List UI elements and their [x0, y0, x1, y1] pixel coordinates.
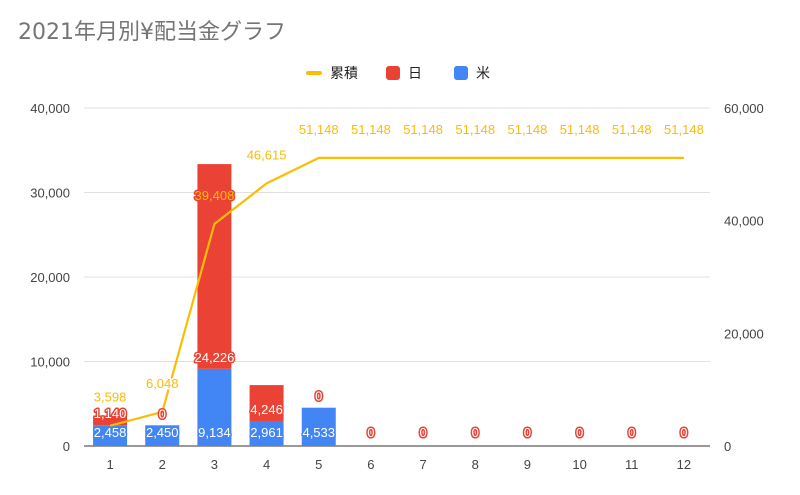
data-label-us: 0: [680, 425, 687, 440]
data-label-cumulative: 51,148: [455, 122, 495, 137]
data-label-us: 0: [472, 425, 479, 440]
left-tick-label: 0: [63, 439, 70, 454]
legend-box-swatch: [454, 66, 468, 80]
chart-title: 2021年月別¥配当金グラフ: [18, 20, 286, 45]
data-label-us: 4,533: [302, 425, 335, 440]
right-tick-label: 0: [724, 439, 731, 454]
bar-japan: [249, 385, 284, 421]
data-label-us: 0: [524, 425, 531, 440]
x-tick-label: 1: [106, 457, 113, 472]
bar-us: [197, 368, 232, 446]
data-label-cumulative: 51,148: [664, 122, 704, 137]
legend-label-japan: 日: [408, 66, 422, 82]
legend-line-swatch: [306, 71, 322, 75]
data-label-us: 2,458: [94, 425, 127, 440]
data-label-cumulative: 6,048: [146, 376, 179, 391]
data-label-cumulative: 51,148: [351, 122, 391, 137]
x-tick-label: 9: [524, 457, 531, 472]
bar-us: [301, 407, 336, 446]
data-label-cumulative: 46,615: [247, 147, 287, 162]
x-tick-label: 4: [263, 457, 270, 472]
data-label-us: 0: [367, 425, 374, 440]
left-tick-label: 20,000: [30, 270, 70, 285]
data-label-cumulative: 51,148: [560, 122, 600, 137]
x-tick-label: 6: [367, 457, 374, 472]
x-tick-label: 2: [159, 457, 166, 472]
legend-box-swatch: [386, 66, 400, 80]
cumulative-line: [109, 156, 684, 427]
data-label-japan: 24,226: [195, 350, 235, 365]
data-label-cumulative: 51,148: [508, 122, 548, 137]
left-tick-label: 30,000: [30, 186, 70, 201]
data-label-cumulative: 3,598: [94, 390, 127, 405]
x-tick-label: 10: [572, 457, 586, 472]
data-label-us: 0: [419, 425, 426, 440]
data-label-cumulative: 51,148: [612, 122, 652, 137]
legend-item-us[interactable]: 米: [454, 63, 490, 83]
bar-us: [145, 425, 180, 446]
x-tick-label: 5: [315, 457, 322, 472]
x-tick-label: 11: [625, 457, 639, 472]
data-label-japan: 0: [159, 406, 166, 421]
right-tick-label: 20,000: [724, 326, 764, 341]
bar-us: [93, 425, 128, 446]
data-label-us: 0: [576, 425, 583, 440]
x-tick-label: 12: [677, 457, 691, 472]
data-label-us: 2,961: [250, 425, 283, 440]
right-tick-label: 40,000: [724, 214, 764, 229]
legend: 累積 日 米: [0, 63, 800, 85]
legend-item-japan[interactable]: 日: [386, 63, 422, 83]
bar-us: [249, 420, 284, 446]
data-label-japan: 1,140: [94, 406, 127, 421]
data-label-japan: 0: [315, 389, 322, 404]
legend-item-cumulative[interactable]: 累積: [306, 63, 358, 83]
left-tick-label: 40,000: [30, 101, 70, 116]
data-label-cumulative: 39,408: [195, 188, 235, 203]
bar-japan: [93, 415, 128, 426]
legend-label-us: 米: [476, 66, 490, 82]
x-tick-label: 3: [211, 457, 218, 472]
data-label-cumulative: 51,148: [403, 122, 443, 137]
x-tick-label: 8: [472, 457, 479, 472]
data-label-us: 9,134: [198, 425, 231, 440]
x-tick-label: 7: [419, 457, 426, 472]
data-label-japan: 4,246: [250, 402, 283, 417]
data-label-us: 0: [628, 425, 635, 440]
right-tick-label: 60,000: [724, 101, 764, 116]
legend-label-cumulative: 累積: [330, 66, 358, 82]
data-label-us: 2,450: [146, 425, 179, 440]
left-tick-label: 10,000: [30, 355, 70, 370]
data-label-cumulative: 51,148: [299, 122, 339, 137]
